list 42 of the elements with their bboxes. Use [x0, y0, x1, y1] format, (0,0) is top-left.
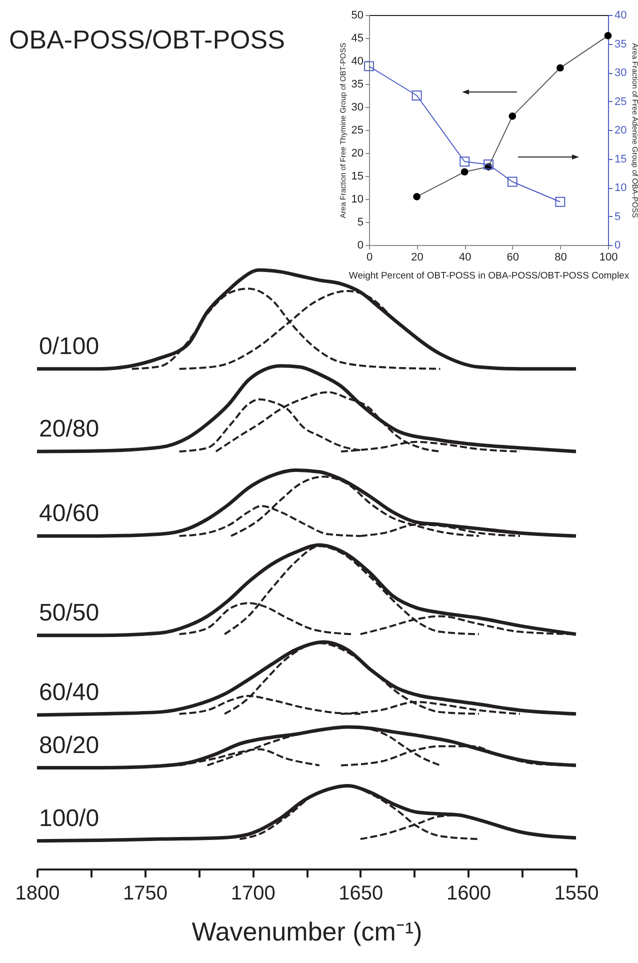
chart-title: OBA-POSS/OBT-POSS — [9, 24, 285, 54]
y-tick-label: 15 — [351, 170, 364, 182]
x-axis-title: Weight Percent of OBT-POSS in OBA-POSS/OBT-POSS Complex — [348, 270, 630, 282]
y2-tick-label: 15 — [614, 153, 627, 166]
x-tick-label: 1550 — [554, 882, 599, 904]
y-tick-label: 45 — [351, 32, 364, 44]
y-tick-label: 30 — [351, 102, 364, 114]
x-tick-label: 0 — [366, 252, 373, 264]
y2-tick-label: 20 — [614, 124, 627, 136]
x-tick-label: 100 — [599, 252, 618, 264]
y-tick-label: 25 — [351, 124, 364, 136]
y-tick-label: 40 — [351, 56, 364, 68]
y-tick-label: 50 — [351, 10, 364, 22]
y-tick-label: 0 — [357, 240, 364, 252]
series-label: 50/50 — [39, 599, 100, 626]
y2-tick-label: 10 — [614, 182, 627, 194]
x-tick-label: 1700 — [230, 882, 276, 904]
x-tick-label: 20 — [411, 252, 424, 264]
x-tick-label: 1750 — [123, 882, 168, 904]
y-tick-label: 10 — [351, 194, 364, 206]
series-label: 20/80 — [39, 415, 100, 442]
series-label: 40/60 — [39, 500, 100, 527]
series-label: 0/100 — [39, 332, 100, 360]
y-tick-label: 20 — [351, 148, 364, 160]
x-tick-label: 1800 — [15, 882, 60, 904]
series-label: 100/0 — [39, 804, 100, 832]
x-tick-label: 1650 — [338, 882, 384, 904]
y2-tick-label: 30 — [614, 67, 627, 79]
y2-tick-label: 35 — [614, 38, 627, 50]
x-tick-label: 80 — [554, 252, 567, 264]
y-tick-label: 35 — [351, 78, 364, 90]
y-tick-label: 5 — [357, 216, 364, 228]
series-label: 80/20 — [39, 732, 100, 759]
x-tick-label: 1600 — [446, 882, 491, 904]
y2-tick-label: 25 — [614, 96, 627, 108]
y2-tick-label: 0 — [614, 240, 621, 252]
x-tick-label: 40 — [458, 252, 472, 264]
y2-tick-label: 40 — [614, 10, 627, 22]
y2-tick-label: 5 — [614, 210, 621, 223]
x-axis-title: Wavenumber (cm⁻¹) — [192, 916, 422, 946]
series-label: 60/40 — [39, 679, 100, 706]
x-tick-label: 60 — [506, 252, 520, 264]
